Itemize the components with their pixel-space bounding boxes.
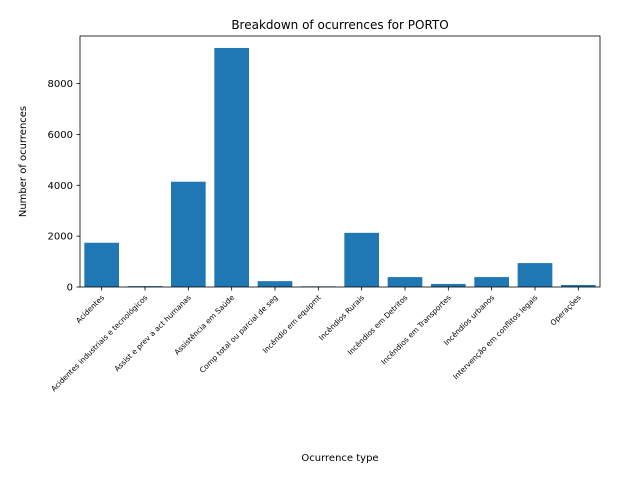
x-tick-label: Incêndios Rurais (317, 293, 366, 342)
x-tick-label: Assist e prev a act humanas (112, 293, 192, 373)
bar-9 (474, 277, 509, 287)
bar-10 (517, 263, 553, 287)
bar-1 (127, 286, 163, 287)
axes-frame (79, 35, 601, 288)
bar-4 (257, 281, 293, 287)
y-axis-label: Number of ocurrences (18, 106, 29, 217)
y-axis-ticks: 0 2000 4000 6000 8000 (48, 79, 80, 294)
bar-6 (344, 232, 379, 287)
x-tick-label: Operações (548, 293, 582, 327)
bar-0 (84, 242, 119, 287)
x-tick-label: Incêndios em Transportes (379, 293, 453, 367)
x-tick-label: Comp total ou parcial de seg (198, 293, 280, 375)
x-axis-label: Ocurrence type (301, 453, 378, 464)
x-tick-label: Intervenção em conflitos legais (451, 293, 539, 381)
bar-7 (387, 277, 423, 287)
bars-group (84, 47, 596, 288)
y-tick-label: 8000 (48, 79, 73, 90)
bar-2 (171, 181, 206, 287)
y-tick-label: 4000 (48, 181, 73, 192)
y-tick-label: 0 (67, 283, 73, 294)
chart-title: Breakdown of ocurrences for PORTO (231, 18, 448, 32)
bar-11 (561, 284, 596, 287)
x-tick-label: Acidentes (74, 293, 106, 325)
y-tick-label: 2000 (48, 232, 73, 243)
bar-8 (431, 283, 466, 287)
y-tick-label: 6000 (48, 130, 73, 141)
bar-3 (214, 47, 249, 288)
x-tick-label: Acidentes industriais e tecnológicos (49, 293, 149, 393)
